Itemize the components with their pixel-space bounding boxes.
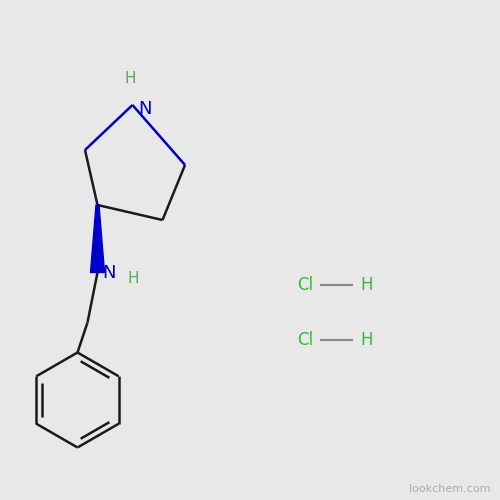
Polygon shape: [90, 205, 104, 272]
Text: H: H: [360, 276, 372, 294]
Text: H: H: [124, 71, 136, 86]
Text: Cl: Cl: [298, 331, 314, 349]
Text: N: N: [138, 100, 152, 118]
Text: N: N: [102, 264, 116, 281]
Text: H: H: [128, 271, 139, 286]
Text: Cl: Cl: [298, 276, 314, 294]
Text: H: H: [360, 331, 372, 349]
Text: lookchem.com: lookchem.com: [408, 484, 490, 494]
